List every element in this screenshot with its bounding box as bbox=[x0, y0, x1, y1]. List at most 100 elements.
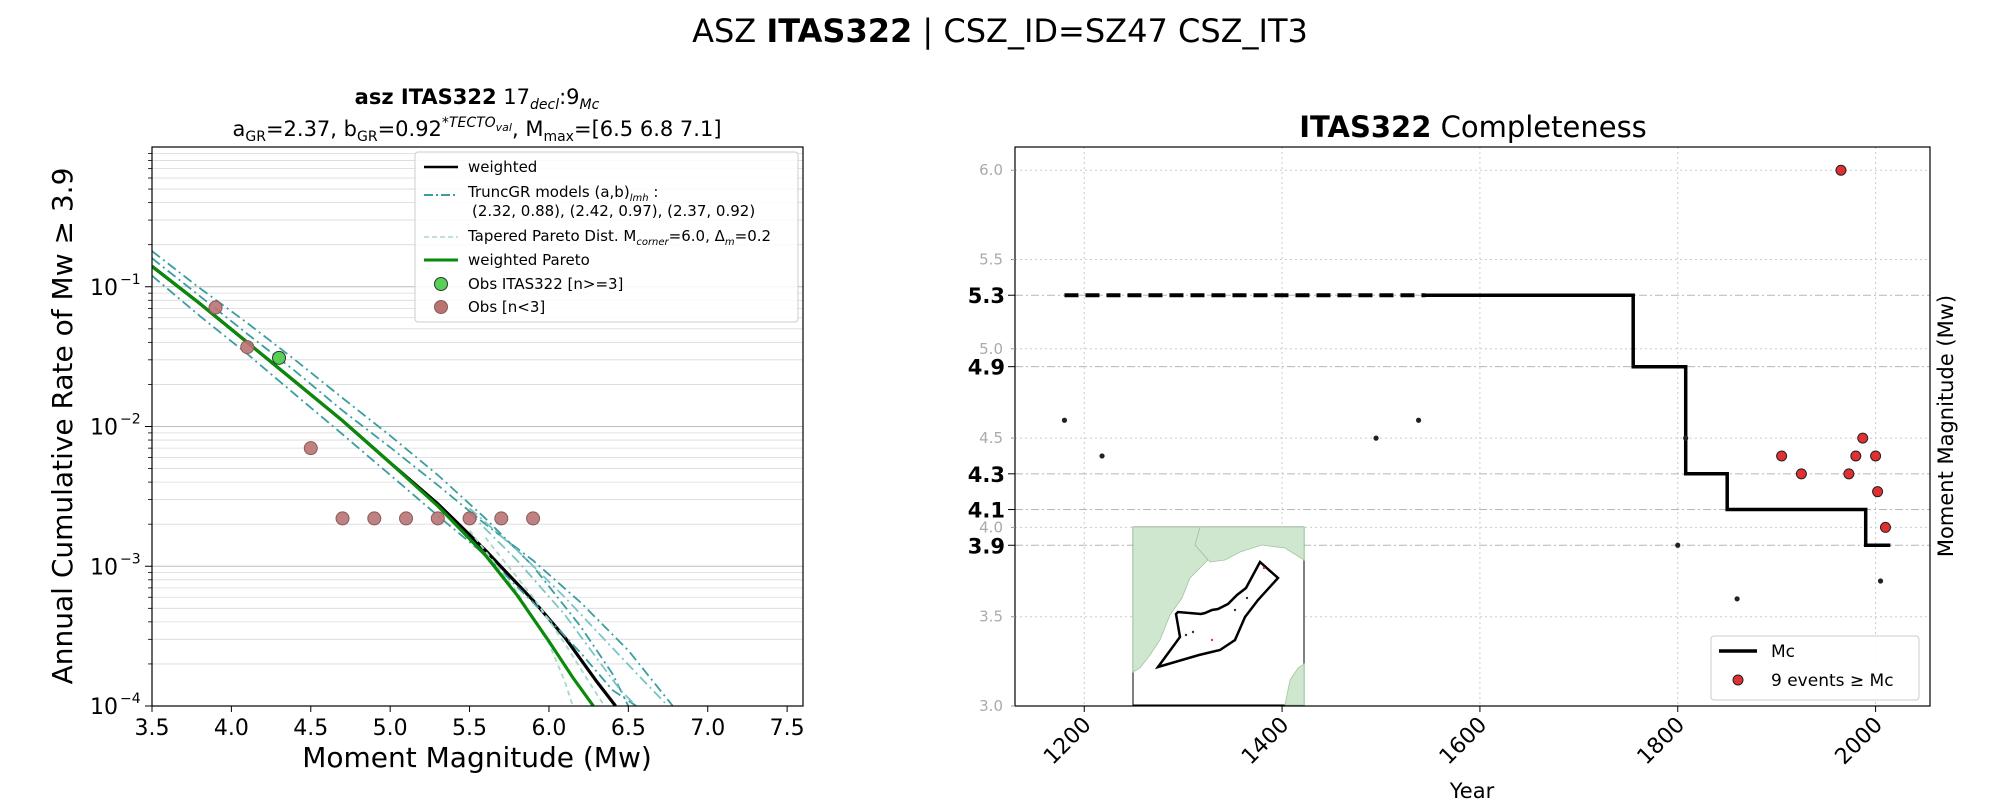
left-y-axis-label: Annual Cumulative Rate of Mw ≥ 3.9 bbox=[46, 168, 79, 685]
right-legend-box bbox=[1710, 635, 1920, 701]
obs-minor-point bbox=[494, 511, 509, 526]
figure-title-prefix: ASZ bbox=[692, 12, 766, 50]
right-y-axis-label: Moment Magnitude (Mw) bbox=[1934, 295, 1958, 557]
inset-land-southeast bbox=[1284, 663, 1305, 706]
inset-event-dot bbox=[1191, 630, 1195, 634]
left-y-tick-exponent: −4 bbox=[120, 691, 141, 707]
left-x-tick-label: 6.5 bbox=[611, 716, 646, 741]
legend-marker-obs-minor bbox=[434, 300, 448, 314]
right-y-mc-tick-label: 4.1 bbox=[968, 499, 1005, 523]
left-y-tick-exponent: −3 bbox=[120, 551, 141, 567]
left-x-tick-label: 6.0 bbox=[531, 716, 566, 741]
event-above-mc bbox=[1795, 468, 1807, 480]
event-below-mc bbox=[1675, 542, 1681, 548]
left-y-ticks: 10−410−310−210−1 bbox=[90, 152, 152, 720]
right-y-ticks: 3.0 3.5 4.0 4.5 5.0 5.5 6.0 3.9 4.1 4.3 4.9 5.3 bbox=[968, 161, 1015, 715]
right-y-minor-tick-label: 3.5 bbox=[979, 608, 1003, 626]
obs-minor-point bbox=[462, 511, 477, 526]
left-x-axis-label: Moment Magnitude (Mw) bbox=[302, 741, 652, 774]
figure-title-suffix: | CSZ_ID=SZ47 CSZ_IT3 bbox=[912, 12, 1308, 50]
event-below-mc bbox=[1734, 596, 1740, 602]
right-y-minor-tick-label: 5.5 bbox=[979, 251, 1003, 269]
event-above-mc bbox=[1776, 450, 1788, 462]
legend-label-truncgr-values: (2.32, 0.88), (2.42, 0.97), (2.37, 0.92) bbox=[472, 202, 755, 220]
event-above-mc bbox=[1872, 486, 1884, 498]
left-y-tick-exponent: −1 bbox=[120, 272, 141, 288]
event-below-mc bbox=[1373, 435, 1379, 441]
left-x-tick-label: 7.0 bbox=[690, 716, 725, 741]
left-y-tick-label: 10 bbox=[90, 276, 118, 301]
left-y-tick-label: 10 bbox=[90, 555, 118, 580]
left-x-tick-label: 7.5 bbox=[770, 716, 805, 741]
inset-event-dot bbox=[1245, 596, 1249, 600]
event-above-mc bbox=[1850, 450, 1862, 462]
left-x-tick-label: 5.5 bbox=[452, 716, 487, 741]
legend-label-tapered: Tapered Pareto Dist. Mcorner=6.0, Δm=0.2 bbox=[467, 227, 771, 248]
left-x-tick-label: 5.0 bbox=[373, 716, 408, 741]
right-title: ITAS322 Completeness bbox=[1299, 110, 1647, 144]
left-panel: asz ITAS322 17decl:9Mc aGR=2.37, bGR=0.9… bbox=[46, 85, 805, 774]
inset-zone-outline bbox=[1154, 560, 1280, 670]
right-mc-layer bbox=[1064, 293, 1891, 548]
right-y-mc-tick-label: 4.3 bbox=[968, 463, 1005, 487]
left-series-layer bbox=[152, 250, 674, 706]
left-x-tick-label: 4.0 bbox=[214, 716, 249, 741]
inset-map bbox=[1132, 526, 1305, 706]
right-legend: Mc 9 events ≥ Mc bbox=[1710, 635, 1920, 701]
legend-label-obs-minor: Obs [n<3] bbox=[468, 298, 545, 316]
series-line-truncgr-models bbox=[469, 507, 669, 706]
inset-event-dot bbox=[1210, 638, 1214, 642]
left-x-tick-label: 3.5 bbox=[135, 716, 170, 741]
right-x-tick-label: 1600 bbox=[1435, 713, 1492, 770]
obs-minor-point bbox=[208, 300, 223, 315]
inset-land-north bbox=[1194, 526, 1305, 563]
event-above-mc bbox=[1879, 521, 1891, 533]
left-y-tick-label: 10 bbox=[90, 695, 118, 720]
obs-minor-point bbox=[240, 340, 255, 355]
right-y-minor-tick-label: 6.0 bbox=[979, 161, 1003, 179]
obs-minor-point bbox=[335, 511, 350, 526]
legend-label-weighted-pareto: weighted Pareto bbox=[468, 251, 590, 269]
left-legend: weighted TruncGR models (a,b)lmh : (2.32… bbox=[414, 151, 799, 323]
right-y-minor-tick-label: 4.5 bbox=[979, 429, 1003, 447]
right-axes-frame bbox=[1014, 146, 1931, 707]
event-below-mc bbox=[1099, 453, 1105, 459]
event-below-mc bbox=[1877, 578, 1884, 584]
series-line-truncgr-models bbox=[152, 275, 637, 706]
inset-event-dot bbox=[1262, 566, 1266, 570]
event-below-mc bbox=[1061, 417, 1068, 423]
left-x-ticks: 3.5 4.0 4.5 5.0 5.5 6.0 6.5 7.0 7.5 bbox=[135, 706, 805, 741]
obs-minor-point bbox=[399, 511, 414, 526]
right-y-minor-tick-label: 3.0 bbox=[979, 697, 1003, 715]
legend-marker-events bbox=[1732, 674, 1744, 686]
right-x-tick-label: 1200 bbox=[1039, 713, 1096, 770]
right-x-axis-label: Year bbox=[1449, 779, 1495, 800]
mc-step-line bbox=[1425, 293, 1891, 548]
left-x-tick-label: 4.5 bbox=[293, 716, 328, 741]
obs-minor-point bbox=[430, 511, 445, 526]
legend-label-truncgr: TruncGR models (a,b)lmh : bbox=[467, 183, 658, 204]
obs-minor-point bbox=[526, 511, 541, 526]
left-points-layer bbox=[208, 300, 541, 526]
series-line-weighted-pareto bbox=[152, 265, 595, 706]
event-above-mc bbox=[1835, 164, 1847, 176]
event-below-mc bbox=[1683, 435, 1689, 441]
inset-event-dot bbox=[1233, 608, 1237, 612]
left-title-line1: asz ITAS322 17decl:9Mc bbox=[355, 85, 600, 113]
event-above-mc bbox=[1843, 468, 1855, 480]
right-x-tick-label: 2000 bbox=[1831, 713, 1888, 770]
obs-minor-point bbox=[303, 441, 318, 456]
event-above-mc bbox=[1870, 450, 1882, 462]
figure-title-bold: ITAS322 bbox=[766, 12, 912, 50]
left-y-tick-label: 10 bbox=[90, 416, 118, 441]
legend-label-obs-main: Obs ITAS322 [n>=3] bbox=[468, 275, 623, 293]
series-line-truncgr-models bbox=[152, 257, 674, 706]
right-panel: ITAS322 Completeness 1200 1400 1600 1800 200… bbox=[968, 110, 1958, 800]
right-y-mc-tick-label: 4.9 bbox=[968, 356, 1005, 380]
series-line-truncgr-models bbox=[468, 512, 637, 706]
obs-minor-point bbox=[367, 511, 382, 526]
left-title-line2: aGR=2.37, bGR=0.92*TECTOval, Mmax=[6.5 6… bbox=[232, 115, 721, 145]
left-y-tick-exponent: −2 bbox=[120, 412, 141, 428]
legend-label-weighted: weighted bbox=[468, 158, 537, 176]
